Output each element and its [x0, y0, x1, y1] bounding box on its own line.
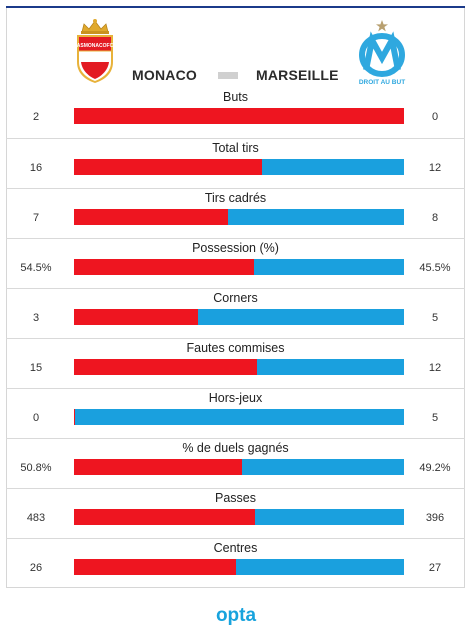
- away-value: 8: [431, 212, 439, 224]
- comparison-bar: [74, 359, 404, 375]
- home-value: 15: [29, 362, 43, 374]
- home-bar-segment: [74, 509, 256, 525]
- comparison-bar: [74, 459, 404, 475]
- stat-row: Total tirs 16 12: [6, 138, 465, 188]
- stat-row: Corners 3 5: [6, 288, 465, 338]
- away-value: 49.2%: [419, 462, 451, 474]
- comparison-bar: [74, 559, 404, 575]
- away-value: 45.5%: [419, 262, 451, 274]
- home-value: 3: [32, 312, 40, 324]
- opta-logo-icon: opta: [215, 605, 256, 626]
- stat-row: Fautes commises 15 12: [6, 338, 465, 388]
- away-value: 12: [428, 362, 442, 374]
- stat-row: Passes 483 396: [6, 488, 465, 538]
- away-value: 5: [431, 312, 439, 324]
- home-bar-segment: [74, 209, 229, 225]
- home-value: 0: [32, 412, 40, 424]
- away-bar-segment: [255, 509, 404, 525]
- home-bar-segment: [74, 159, 263, 175]
- stat-label: Centres: [213, 541, 258, 555]
- stat-label: Possession (%): [192, 241, 279, 255]
- stat-row: Possession (%) 54.5% 45.5%: [6, 238, 465, 288]
- comparison-bar: [74, 209, 404, 225]
- stat-label: Hors-jeux: [208, 391, 263, 405]
- home-value: 50.8%: [20, 462, 52, 474]
- opta-logo-text: opta: [215, 605, 256, 626]
- home-value: 7: [32, 212, 40, 224]
- away-bar-segment: [228, 209, 404, 225]
- vs-separator: [218, 72, 238, 79]
- away-value: 12: [428, 162, 442, 174]
- comparison-bar: [74, 309, 404, 325]
- away-value: 5: [431, 412, 439, 424]
- away-value: 0: [431, 111, 439, 123]
- away-bar-segment: [257, 359, 404, 375]
- away-bar-segment: [253, 259, 404, 275]
- home-value: 2: [32, 111, 40, 123]
- stat-row: Centres 26 27: [6, 538, 465, 588]
- marseille-crest-icon: DROIT AU BUT: [359, 20, 405, 86]
- home-bar-segment: [74, 409, 75, 425]
- stat-label: Buts: [222, 90, 248, 104]
- home-team-name: MONACO: [132, 67, 197, 83]
- home-bar-segment: [74, 459, 242, 475]
- stat-label: % de duels gagnés: [182, 441, 289, 455]
- stats-list: Buts 2 0 Total tirs 16 12 Tirs cadrés 7 8 Possess…: [6, 88, 465, 588]
- home-bar-segment: [74, 309, 198, 325]
- home-value: 16: [29, 162, 43, 174]
- comparison-bar: [74, 159, 404, 175]
- away-bar-segment: [236, 559, 404, 575]
- away-team-name: MARSEILLE: [256, 67, 339, 83]
- home-bar-segment: [74, 559, 237, 575]
- home-bar-segment: [74, 259, 254, 275]
- home-bar-segment: [74, 108, 404, 124]
- home-value: 483: [26, 512, 46, 524]
- stats-panel: [6, 8, 465, 588]
- home-value: 54.5%: [20, 262, 52, 274]
- comparison-bar: [74, 259, 404, 275]
- stat-row: Tirs cadrés 7 8: [6, 188, 465, 238]
- stat-label: Total tirs: [212, 141, 259, 155]
- stat-row: Hors-jeux 0 5: [6, 388, 465, 438]
- home-value: 26: [29, 562, 43, 574]
- away-value: 396: [425, 512, 445, 524]
- monaco-crest-text: ASMONACOFC: [77, 43, 114, 49]
- stat-label: Corners: [213, 291, 258, 305]
- away-bar-segment: [197, 309, 404, 325]
- away-bar-segment: [262, 159, 404, 175]
- marseille-crest-text: DROIT AU BUT: [359, 79, 405, 86]
- away-bar-segment: [75, 409, 404, 425]
- stat-label: Fautes commises: [186, 341, 285, 355]
- stat-row: Buts 2 0: [6, 88, 465, 138]
- monaco-crest-icon: ASMONACOFC: [77, 19, 114, 83]
- stat-label: Passes: [215, 491, 256, 505]
- home-bar-segment: [74, 359, 258, 375]
- comparison-bar: [74, 409, 404, 425]
- stat-row: % de duels gagnés 50.8% 49.2%: [6, 438, 465, 488]
- away-bar-segment: [241, 459, 404, 475]
- match-header: ASMONACOFC MONACO MARSEILLE DROIT AU BUT: [6, 8, 465, 90]
- stat-label: Tirs cadrés: [204, 191, 267, 205]
- comparison-bar: [74, 509, 404, 525]
- top-accent-line: [6, 6, 465, 8]
- comparison-bar: [74, 108, 404, 124]
- away-value: 27: [428, 562, 442, 574]
- opta-logo: opta: [0, 603, 471, 632]
